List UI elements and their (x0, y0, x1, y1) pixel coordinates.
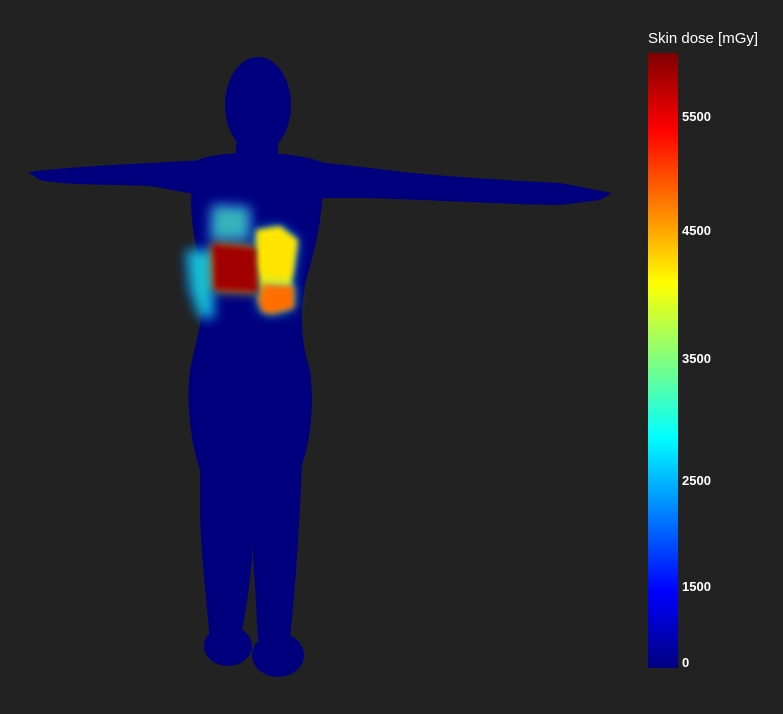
head (225, 57, 291, 153)
colorbar-tick-label: 3500 (682, 351, 711, 366)
body-figure (28, 57, 612, 677)
colorbar (648, 53, 678, 668)
peak-field (212, 244, 258, 292)
colorbar-tick-label: 1500 (682, 579, 711, 594)
colorbar-title: Skin dose [mGy] (648, 30, 759, 47)
right-leg (250, 460, 302, 640)
right-arm (300, 160, 612, 205)
colorbar-tick-label: 2500 (682, 473, 711, 488)
colorbar-tick-label: 5500 (682, 109, 711, 124)
left-leg (200, 460, 255, 640)
colorbar-tick-label: 4500 (682, 223, 711, 238)
left-foot (204, 626, 252, 666)
lower-right-field (258, 284, 294, 314)
colorbar-tick-label: 0 (682, 655, 690, 670)
left-arm (28, 160, 205, 196)
upper-left-field (210, 205, 250, 240)
left-edge-field (186, 250, 214, 318)
upper-right-field (256, 226, 298, 290)
right-foot (252, 633, 304, 677)
